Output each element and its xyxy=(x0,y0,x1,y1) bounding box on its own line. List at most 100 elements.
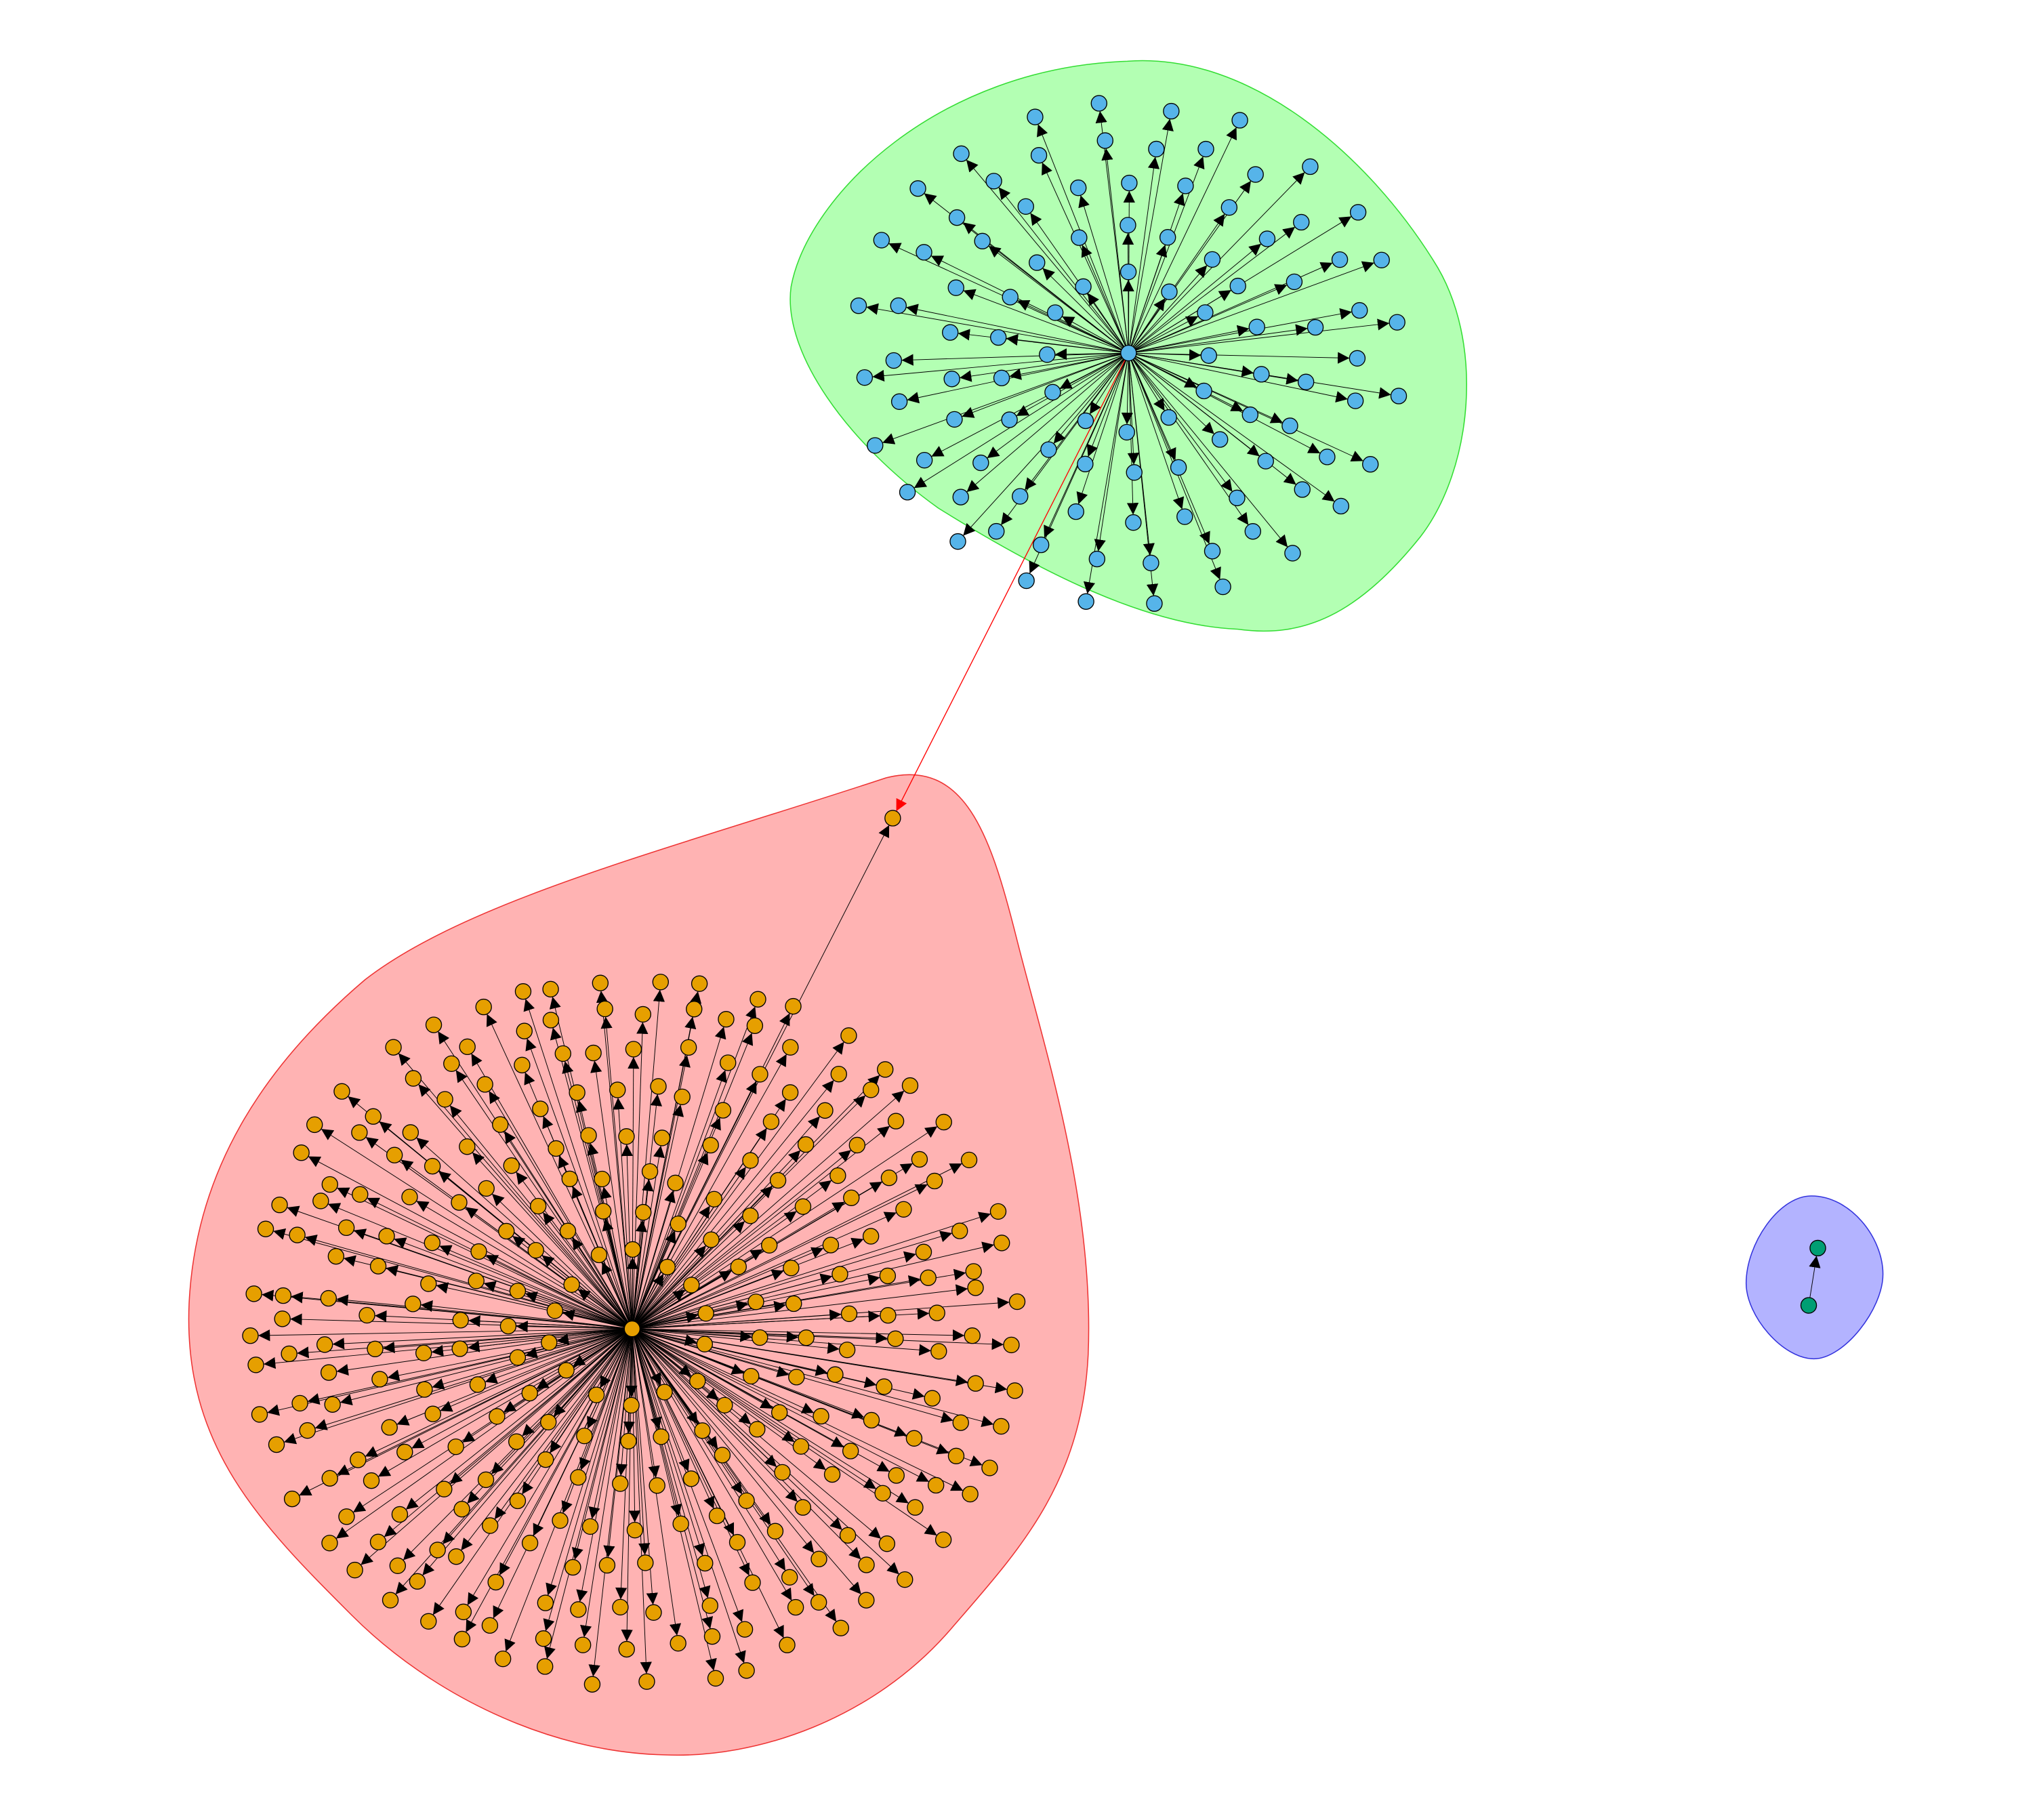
node xyxy=(1351,302,1368,319)
edge xyxy=(632,1212,991,1329)
node xyxy=(858,1592,875,1609)
node xyxy=(981,1460,998,1476)
edge xyxy=(562,1060,633,1329)
node xyxy=(291,1394,308,1412)
node xyxy=(509,1492,527,1510)
node xyxy=(1008,1293,1026,1310)
node xyxy=(746,1017,764,1034)
node xyxy=(1075,278,1092,295)
node xyxy=(1146,595,1163,612)
edge xyxy=(632,1328,983,1467)
node xyxy=(752,1329,768,1346)
edge xyxy=(1128,261,1375,354)
node xyxy=(542,980,559,998)
edge xyxy=(872,352,1129,382)
edge xyxy=(1095,110,1129,354)
edge xyxy=(632,989,665,1329)
node xyxy=(1302,158,1319,175)
edge xyxy=(901,352,1129,366)
node xyxy=(624,1241,641,1258)
node xyxy=(634,1006,652,1023)
edge xyxy=(1128,352,1335,502)
node xyxy=(840,1027,857,1044)
node xyxy=(1161,283,1178,300)
node xyxy=(993,1235,1010,1252)
node xyxy=(862,1228,880,1245)
node xyxy=(508,1433,525,1450)
node xyxy=(667,1174,684,1192)
node xyxy=(766,1523,784,1539)
node xyxy=(915,1243,932,1260)
edge xyxy=(632,1328,815,1413)
node xyxy=(1017,198,1034,215)
edge xyxy=(596,991,633,1329)
node xyxy=(1120,217,1136,234)
node xyxy=(762,1113,780,1130)
node xyxy=(451,1194,468,1211)
edge xyxy=(521,1328,633,1495)
node xyxy=(948,209,966,226)
node xyxy=(386,1146,403,1163)
node xyxy=(1241,406,1258,423)
node xyxy=(1027,108,1044,125)
node xyxy=(769,1172,787,1189)
edge xyxy=(1128,265,1208,354)
node xyxy=(351,1124,368,1141)
node xyxy=(324,1396,341,1413)
node xyxy=(736,1621,754,1638)
node xyxy=(369,1533,387,1550)
edge xyxy=(621,1144,633,1329)
node xyxy=(477,1471,495,1489)
node xyxy=(1195,382,1212,400)
node xyxy=(827,1366,844,1383)
node xyxy=(783,1260,800,1277)
node xyxy=(1229,277,1246,295)
edge xyxy=(621,1329,633,1642)
node xyxy=(455,1603,472,1621)
node xyxy=(1197,140,1214,158)
node xyxy=(459,1138,476,1155)
node xyxy=(532,1100,549,1117)
edge xyxy=(1808,1256,1821,1306)
edge xyxy=(418,1083,633,1329)
node xyxy=(363,1472,380,1489)
edge xyxy=(632,1022,649,1329)
node xyxy=(1231,112,1248,129)
node xyxy=(424,1234,441,1252)
edge xyxy=(491,1193,633,1329)
node xyxy=(905,1430,923,1447)
node xyxy=(967,1375,984,1392)
node xyxy=(935,1531,952,1548)
node xyxy=(494,1650,512,1668)
node xyxy=(960,1151,978,1169)
node xyxy=(491,1116,509,1133)
edge xyxy=(632,1329,717,1671)
node xyxy=(705,1191,723,1207)
edge xyxy=(632,1328,815,1554)
node xyxy=(401,1188,418,1205)
node xyxy=(537,1451,554,1468)
node xyxy=(691,975,708,992)
node xyxy=(548,1140,564,1157)
edge-red xyxy=(895,352,1129,812)
edge xyxy=(432,1328,633,1615)
node xyxy=(884,810,901,827)
node xyxy=(424,1405,442,1422)
edge xyxy=(460,1328,633,1551)
edge xyxy=(485,1328,632,1384)
node xyxy=(337,1219,355,1237)
node xyxy=(527,1241,544,1259)
edge xyxy=(1128,352,1348,403)
edge xyxy=(337,1187,633,1329)
node xyxy=(598,1556,616,1574)
node xyxy=(546,1302,564,1319)
edge xyxy=(632,1241,995,1329)
edge xyxy=(499,1328,633,1576)
edge xyxy=(632,1328,909,1504)
node xyxy=(738,1492,755,1510)
node xyxy=(321,1176,339,1193)
node xyxy=(1040,441,1057,458)
node xyxy=(716,1397,733,1413)
edge xyxy=(1128,352,1215,435)
node xyxy=(425,1016,443,1033)
